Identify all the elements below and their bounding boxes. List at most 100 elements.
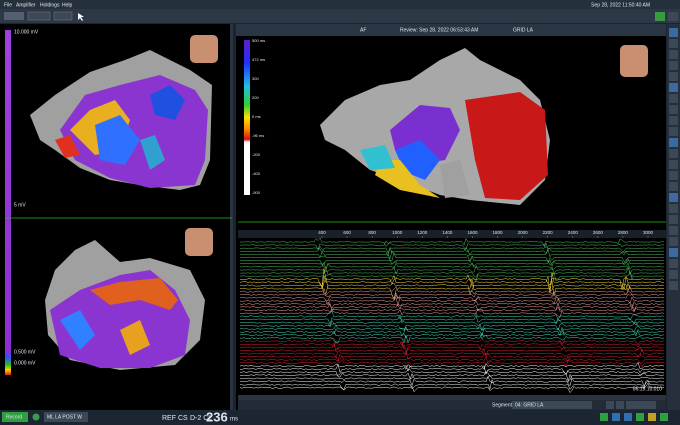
ecg-trace — [239, 272, 665, 294]
tool-button[interactable] — [669, 160, 678, 169]
toolbar — [0, 9, 680, 23]
tool-button[interactable] — [669, 182, 678, 191]
heart-map — [45, 240, 205, 370]
ruler-label: 600 — [343, 230, 351, 235]
status-icon — [600, 413, 608, 421]
ecg-trace — [239, 359, 665, 368]
ruler-label: 1000 — [392, 230, 403, 235]
ruler-label: 2800 — [618, 230, 629, 235]
tool-button[interactable] — [669, 226, 678, 235]
tool-button[interactable] — [669, 281, 678, 290]
scale-label: -200 — [252, 152, 261, 157]
menu-item[interactable]: Help — [62, 2, 73, 8]
ecg-trace — [239, 352, 665, 362]
tool-button[interactable] — [669, 138, 678, 147]
tool-button[interactable] — [669, 61, 678, 70]
body-orientation-icon[interactable] — [185, 228, 213, 256]
menu-item[interactable]: Holdings — [40, 2, 60, 8]
status-icon — [612, 413, 620, 421]
ecg-trace — [239, 342, 665, 354]
play-button[interactable] — [606, 401, 614, 409]
pause-button[interactable] — [616, 401, 624, 409]
tool-button[interactable] — [669, 259, 678, 268]
tool-button[interactable] — [669, 193, 678, 202]
map-name: ML LA POST W — [47, 414, 82, 420]
ecg-trace — [239, 292, 665, 302]
pointer-tool[interactable] — [78, 13, 84, 21]
tool-button[interactable] — [668, 12, 678, 21]
menu-item[interactable]: Amplifier — [16, 2, 36, 8]
ruler-label: 400 — [318, 230, 326, 235]
tool-button[interactable] — [669, 127, 678, 136]
ruler-label: 1800 — [493, 230, 504, 235]
ecg-trace — [239, 330, 665, 340]
ecg-trace — [239, 332, 665, 344]
cycle-length-unit: ms — [230, 417, 238, 423]
ecg-trace — [239, 242, 664, 254]
tool-button[interactable] — [669, 270, 678, 279]
ecg-trace — [239, 267, 664, 278]
ecg-trace — [239, 355, 665, 366]
ecg-trace — [239, 321, 665, 331]
heart-map — [320, 48, 550, 205]
record-button[interactable] — [2, 412, 28, 422]
tool-button[interactable] — [669, 215, 678, 224]
status-icon — [660, 413, 668, 421]
time-code: 06:19:10.010 — [633, 386, 662, 392]
ecg-trace — [239, 295, 665, 306]
tool-button[interactable] — [669, 171, 678, 180]
tool-button[interactable] — [669, 116, 678, 125]
ecg-trace — [239, 378, 665, 390]
ecg-trace — [239, 382, 665, 394]
tool-button[interactable] — [4, 12, 24, 20]
status-icon — [624, 413, 632, 421]
ecg-trace — [239, 258, 665, 269]
dropdown[interactable] — [53, 11, 73, 21]
tool-button[interactable] — [655, 12, 665, 21]
tool-button[interactable] — [669, 28, 678, 37]
clock: Sep 28, 2022 11:50:40 AM — [591, 2, 650, 8]
scale-label: 5 mV — [14, 202, 26, 208]
segment-value: 04: GRID LA — [515, 402, 544, 408]
ecg-trace — [239, 251, 664, 264]
tool-button[interactable] — [669, 83, 678, 92]
status-icon — [32, 413, 40, 421]
status-bar — [0, 410, 680, 425]
scale-label: 300 — [252, 76, 259, 81]
heart-map — [30, 50, 212, 190]
ecg-trace — [240, 240, 664, 251]
ecg-trace — [239, 340, 665, 350]
scale-label: 472 ms — [252, 57, 265, 62]
tool-button[interactable] — [669, 72, 678, 81]
map-name-field[interactable] — [44, 412, 88, 422]
speed-dropdown[interactable] — [626, 401, 656, 409]
tool-button[interactable] — [669, 204, 678, 213]
voltage-color-bar — [5, 30, 11, 375]
menu-bar — [0, 0, 680, 9]
tool-button[interactable] — [669, 149, 678, 158]
map-name: GRID LA — [513, 27, 534, 33]
ecg-trace — [240, 248, 664, 260]
tool-button[interactable] — [669, 105, 678, 114]
ecg-trace — [239, 301, 665, 312]
scroll-bar[interactable] — [238, 395, 666, 400]
ecg-trace — [239, 363, 664, 375]
lat-color-bar — [244, 40, 250, 195]
tool-button[interactable] — [669, 248, 678, 257]
ecg-trace — [239, 271, 664, 282]
body-orientation-icon[interactable] — [620, 45, 648, 77]
tool-button[interactable] — [669, 39, 678, 48]
dropdown[interactable] — [27, 11, 51, 21]
ecg-trace — [239, 336, 665, 348]
segment-dropdown[interactable] — [512, 401, 592, 409]
ruler-label: 3000 — [643, 230, 654, 235]
ecg-trace — [239, 348, 665, 359]
record-label: Record — [6, 414, 22, 420]
menu-item[interactable]: File — [4, 2, 12, 8]
tool-button[interactable] — [669, 94, 678, 103]
ecg-trace — [239, 255, 665, 266]
tool-button[interactable] — [669, 237, 678, 246]
tool-button[interactable] — [669, 50, 678, 59]
ecg-trace — [239, 372, 665, 383]
body-orientation-icon[interactable] — [190, 35, 218, 63]
